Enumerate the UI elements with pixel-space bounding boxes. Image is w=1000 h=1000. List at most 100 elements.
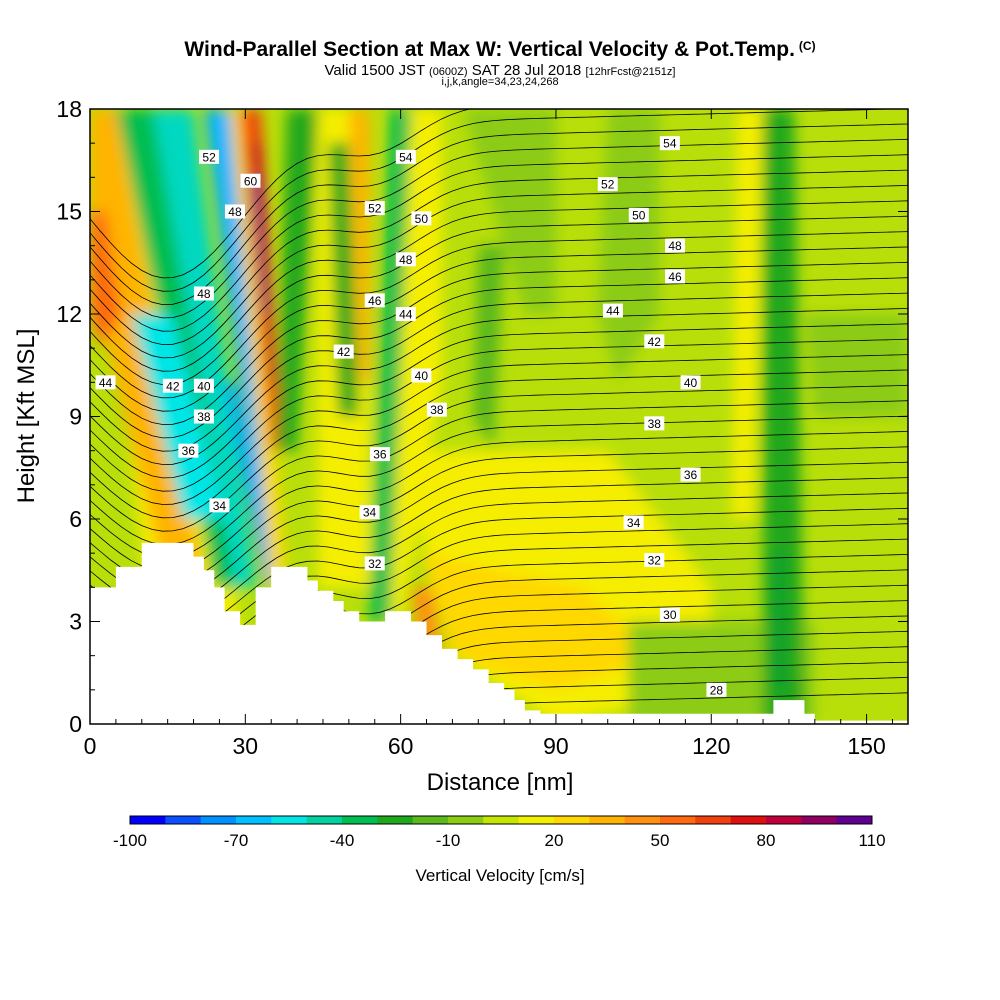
- contour-label-text: 48: [668, 239, 682, 253]
- isentrope-line: [90, 507, 908, 639]
- colorbar-swatch: [836, 816, 873, 824]
- colorbar-swatch: [624, 816, 661, 824]
- contour-label: 36: [178, 443, 199, 458]
- chart-title: Wind-Parallel Section at Max W: Vertical…: [184, 38, 816, 61]
- contour-label-text: 38: [430, 403, 444, 417]
- contour-label-text: 40: [197, 379, 211, 393]
- contour-label-text: 52: [368, 202, 382, 216]
- colorbar-swatch: [342, 816, 378, 824]
- x-tick-label: 60: [388, 733, 414, 759]
- contour-label: 38: [193, 409, 214, 424]
- isentrope-line: [90, 292, 908, 452]
- colorbar-tick-label: 80: [757, 831, 776, 850]
- velocity-region: [250, 177, 267, 314]
- contour-label-text: 36: [373, 448, 387, 462]
- contour-label: 32: [644, 553, 665, 568]
- isentrope-line: [90, 215, 908, 386]
- contour-label: 42: [644, 334, 665, 349]
- contour-label-text: 36: [182, 444, 196, 458]
- velocity-region: [229, 109, 287, 588]
- colorbar-swatch: [165, 816, 202, 824]
- contour-label: 54: [659, 136, 680, 151]
- colorbar-tick-label: 20: [545, 831, 564, 850]
- y-tick-label: 0: [69, 711, 82, 737]
- isentrope-line: [90, 400, 908, 545]
- contour-label: 44: [395, 307, 416, 322]
- contour-label-text: 52: [601, 178, 615, 192]
- contour-label: 38: [644, 416, 665, 431]
- isentrope-line: [242, 646, 908, 724]
- contour-label-text: 34: [627, 516, 641, 530]
- contour-labels: 54 52 50 48 46 44 42 40 38 36 34 32 30 28 44 42 40 38 36 34…: [95, 136, 727, 697]
- contour-label-text: 44: [99, 376, 113, 390]
- colorbar-swatch: [200, 816, 237, 824]
- contour-label: 52: [199, 149, 220, 164]
- contour-label-text: 40: [415, 369, 429, 383]
- isentrope-line: [90, 323, 908, 479]
- contour-label: 36: [369, 447, 390, 462]
- isentrope-line: [90, 109, 472, 279]
- velocity-region: [473, 245, 505, 451]
- contour-label-text: 60: [244, 174, 258, 188]
- copyright-mark: (C): [798, 39, 816, 53]
- colorbar-swatch: [518, 816, 555, 824]
- colorbar-swatch: [306, 816, 343, 824]
- velocity-region: [348, 109, 370, 383]
- velocity-region: [421, 553, 660, 690]
- isentrope-line: [90, 338, 908, 492]
- plot-area: 54 52 50 48 46 44 42 40 38 36 34 32 30 28 44 42 40 38 36 34…: [90, 109, 908, 724]
- isentrope-line: [90, 109, 908, 292]
- isentrope-line: [90, 477, 908, 612]
- colorbar-tick-label: -40: [330, 831, 355, 850]
- vertical-velocity-field: [90, 109, 908, 724]
- contour-label-text: 52: [202, 150, 216, 164]
- isentrope-line: [90, 231, 908, 399]
- velocity-region: [369, 109, 411, 622]
- contour-label-text: 42: [648, 335, 662, 349]
- colorbar-tick-label: 110: [858, 831, 885, 850]
- colorbar-swatch: [483, 816, 520, 824]
- contour-label-text: 42: [337, 345, 351, 359]
- contour-label-text: 48: [197, 287, 211, 301]
- contour-label: 46: [364, 293, 385, 308]
- contour-label: 46: [665, 269, 686, 284]
- colorbar-swatch: [695, 816, 732, 824]
- isentrope-line: [90, 138, 908, 319]
- contour-label: 60: [240, 173, 261, 188]
- contour-label: 48: [224, 204, 245, 219]
- contour-label: 52: [364, 201, 385, 216]
- colorbar-swatch: [766, 816, 802, 824]
- velocity-region: [224, 382, 272, 588]
- x-axis-label: Distance [nm]: [427, 769, 574, 796]
- x-tick-label: 120: [692, 733, 730, 759]
- contour-label: 40: [411, 368, 432, 383]
- contour-label: 30: [659, 607, 680, 622]
- colorbar-swatch: [271, 816, 308, 824]
- colorbar-swatch: [589, 816, 626, 824]
- contour-label-text: 46: [368, 294, 382, 308]
- colorbar-frame: [129, 815, 873, 825]
- contour-label: 48: [395, 252, 416, 267]
- contour-label: 34: [623, 515, 644, 530]
- colorbar-tick-label: 50: [651, 831, 670, 850]
- y-tick-label: 15: [56, 199, 82, 225]
- isentrope-line: [90, 169, 908, 346]
- contour-label-text: 38: [648, 417, 662, 431]
- colorbar-tick-label: -100: [113, 831, 147, 850]
- colorbar-swatch: [730, 816, 767, 824]
- isentrope-line: [430, 692, 908, 724]
- contour-label: 48: [193, 286, 214, 301]
- contour-label-text: 30: [663, 608, 677, 622]
- contour-label-text: 28: [710, 683, 724, 697]
- contour-label: 42: [333, 344, 354, 359]
- isentrope-line: [90, 200, 908, 372]
- colorbar-swatch: [377, 816, 414, 824]
- contour-label: 54: [395, 149, 416, 164]
- contour-label-text: 44: [399, 308, 413, 322]
- colorbar-swatch: [412, 816, 449, 824]
- isentrope-line: [90, 461, 908, 599]
- contour-label-text: 46: [668, 270, 682, 284]
- contour-label: 40: [193, 378, 214, 393]
